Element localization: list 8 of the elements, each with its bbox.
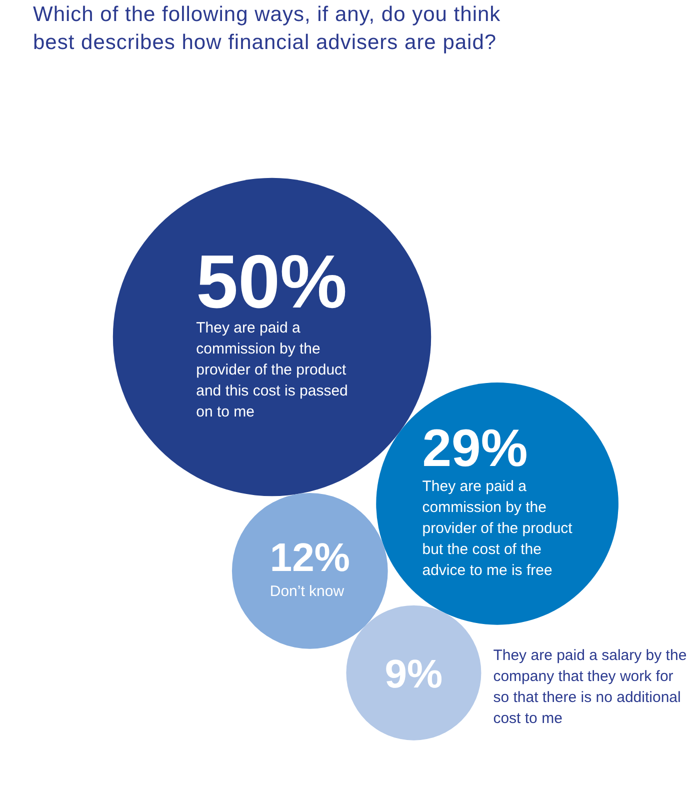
data-label: 29% — [422, 419, 528, 478]
data-label: 9% — [384, 652, 443, 696]
category-label: They are paid a salary by the company that they work for so that there is no additional cost to me — [493, 646, 687, 727]
category-label: They are paid a commission by the provider of the product but the cost of the advice to me is free — [422, 478, 574, 580]
category-label: They are paid a commission by the provider of the product and this cost is passed on to me — [196, 320, 348, 421]
data-label: 12% — [270, 536, 350, 580]
text: Which of the following ways, if any, do you think best describes how financial advisers are paid? — [33, 2, 502, 56]
category-label: Don’t know — [270, 582, 344, 600]
